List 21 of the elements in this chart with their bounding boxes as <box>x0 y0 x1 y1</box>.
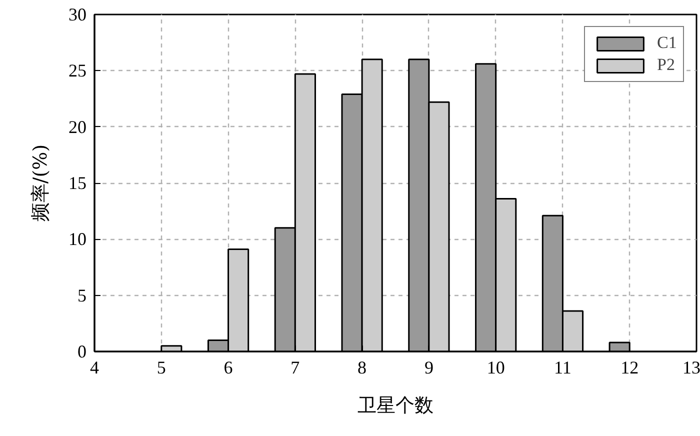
x-tick-label: 4 <box>90 358 99 378</box>
x-tick-label: 7 <box>290 358 300 378</box>
y-tick-label: 5 <box>78 285 86 306</box>
x-tick-label: 11 <box>554 358 572 378</box>
x-tick-label: 10 <box>486 358 505 378</box>
x-tick-label: 9 <box>424 358 434 378</box>
x-tick-label: 13 <box>682 358 700 378</box>
y-tick-label: 15 <box>68 173 86 193</box>
y-tick-label: 30 <box>68 4 86 24</box>
x-tick-label: 6 <box>224 358 233 378</box>
x-tick-label: 8 <box>358 358 367 378</box>
x-axis-title: 卫星个数 <box>358 394 434 416</box>
legend-label: C1 <box>657 33 677 53</box>
x-tick-label: 12 <box>620 358 639 378</box>
y-tick-label: 20 <box>68 116 86 137</box>
y-tick-label: 0 <box>78 342 86 362</box>
legend-label: P2 <box>657 55 676 75</box>
y-tick-label: 25 <box>68 60 86 81</box>
y-axis-title: 频率/(%) <box>30 144 52 222</box>
x-tick-label: 5 <box>156 358 166 378</box>
y-tick-label: 10 <box>68 229 86 250</box>
